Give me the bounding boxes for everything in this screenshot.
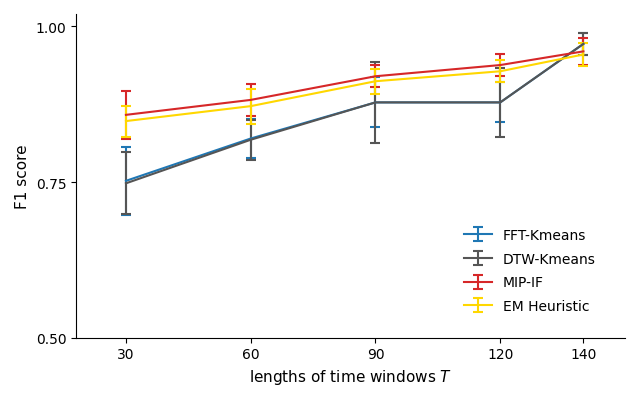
X-axis label: lengths of time windows $T$: lengths of time windows $T$ [249,367,452,386]
Legend: FFT-Kmeans, DTW-Kmeans, MIP-IF, EM Heuristic: FFT-Kmeans, DTW-Kmeans, MIP-IF, EM Heuri… [453,217,607,324]
Y-axis label: F1 score: F1 score [15,144,30,209]
